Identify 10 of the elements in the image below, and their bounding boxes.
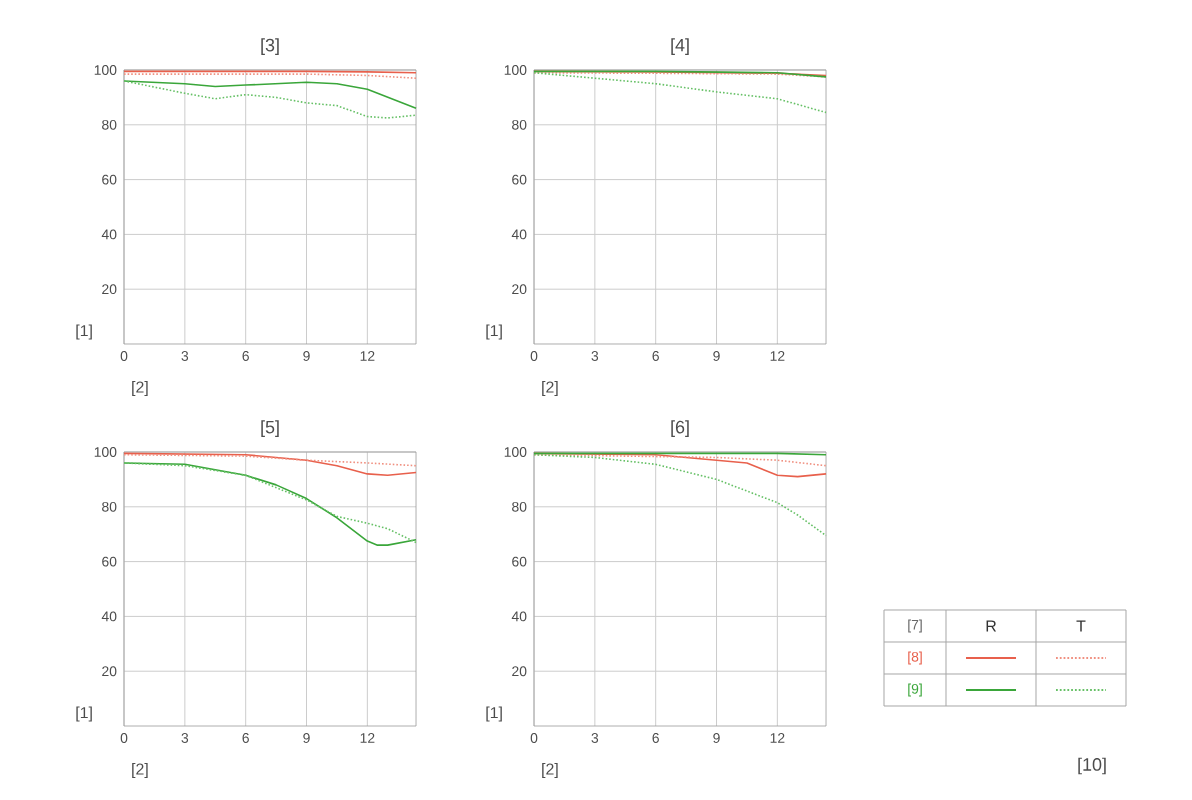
line-series [123, 80, 417, 119]
line-series [123, 80, 417, 110]
chart-title: [3] [261, 38, 279, 55]
line-series [533, 71, 827, 114]
chart-title: [6] [671, 420, 689, 437]
chart-title: [4] [671, 38, 689, 55]
text: [10] [1078, 757, 1106, 775]
chart-title: [5] [261, 420, 279, 437]
line-series [533, 453, 827, 537]
line-series [123, 452, 417, 477]
